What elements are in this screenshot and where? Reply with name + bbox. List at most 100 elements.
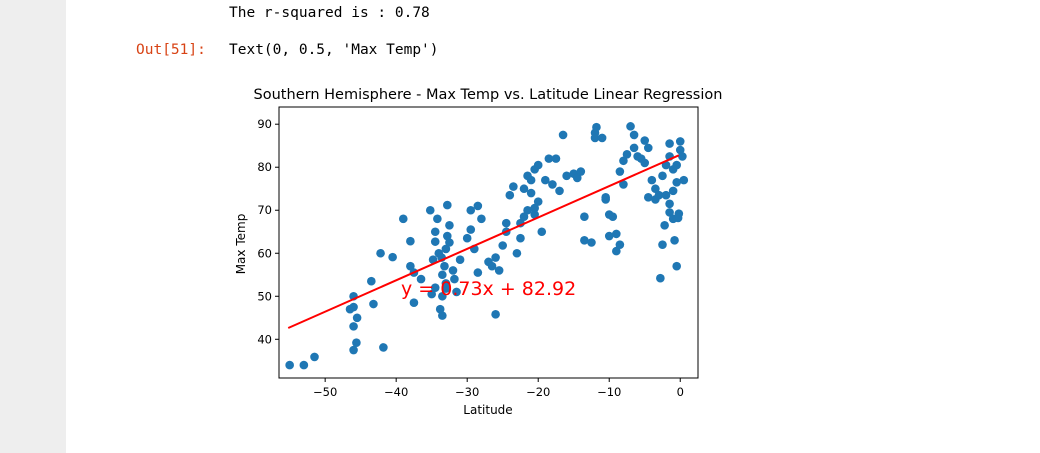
data-point — [352, 338, 361, 348]
data-point — [473, 201, 483, 211]
data-point — [477, 214, 486, 224]
data-point — [665, 208, 674, 217]
data-point — [612, 246, 621, 256]
data-point — [533, 160, 543, 170]
data-point — [379, 343, 388, 352]
chart-title: Southern Hemisphere - Max Temp vs. Latit… — [254, 87, 723, 103]
data-point — [430, 283, 440, 292]
data-point — [310, 352, 319, 362]
data-point — [466, 225, 476, 234]
data-point — [285, 360, 294, 370]
data-point — [445, 238, 454, 247]
data-point — [440, 261, 449, 271]
y-axis-label: Max Temp — [234, 214, 248, 275]
x-axis-label: Latitude — [463, 403, 512, 417]
data-point — [643, 143, 653, 153]
out-prompt: Out[51]: — [136, 42, 206, 58]
data-point — [466, 205, 476, 215]
data-point — [555, 186, 564, 196]
data-point — [491, 253, 500, 262]
data-point — [544, 154, 554, 163]
data-point — [427, 289, 436, 299]
y-axis: 40 50 60 70 80 90 — [257, 117, 279, 346]
data-point — [448, 266, 458, 275]
y-tick-label: 90 — [257, 117, 272, 131]
data-point — [430, 227, 440, 237]
data-point — [629, 143, 639, 153]
data-point — [665, 139, 674, 148]
data-point — [450, 274, 459, 284]
data-point — [428, 255, 438, 265]
out-text: Text(0, 0.5, 'Max Temp') — [229, 42, 439, 58]
data-point — [501, 218, 511, 228]
data-point — [352, 313, 362, 323]
data-point — [576, 167, 586, 176]
data-point — [661, 190, 671, 200]
data-point — [619, 156, 628, 166]
data-point — [548, 180, 557, 189]
data-point — [452, 287, 461, 297]
data-point — [592, 122, 601, 132]
y-tick-label: 50 — [257, 289, 272, 303]
data-point — [678, 152, 687, 161]
data-point — [572, 173, 582, 183]
data-point — [647, 175, 657, 185]
data-point — [376, 248, 385, 258]
data-point — [438, 291, 447, 301]
data-point — [406, 236, 415, 246]
regression-line — [287, 154, 680, 329]
data-point — [580, 212, 589, 221]
data-point — [519, 184, 529, 194]
data-point — [438, 311, 447, 320]
data-point — [665, 199, 674, 209]
data-point — [612, 229, 621, 239]
data-point — [509, 182, 518, 191]
data-point — [406, 261, 415, 271]
data-point — [487, 261, 497, 271]
y-tick-label: 40 — [257, 332, 272, 346]
data-point — [398, 214, 408, 224]
data-point — [435, 304, 445, 314]
data-point — [597, 133, 607, 143]
data-point — [654, 190, 664, 200]
data-point — [622, 150, 632, 159]
data-point — [673, 213, 683, 223]
data-point — [672, 177, 681, 187]
data-point — [643, 193, 653, 202]
data-point — [443, 231, 452, 241]
regression-line-group — [287, 154, 680, 329]
data-point — [640, 158, 650, 168]
data-point — [299, 360, 309, 370]
y-tick-label: 60 — [257, 246, 272, 260]
data-point — [537, 227, 547, 237]
data-point — [438, 270, 447, 280]
data-point — [551, 154, 561, 163]
data-point — [505, 190, 515, 200]
data-point — [473, 268, 483, 277]
data-point — [562, 171, 571, 181]
data-point — [651, 184, 660, 194]
data-point — [388, 252, 397, 262]
data-point — [675, 137, 685, 146]
y-tick-label: 70 — [257, 203, 272, 217]
x-tick-label: −50 — [313, 385, 337, 399]
data-point — [601, 193, 610, 202]
data-points — [285, 122, 689, 370]
data-point — [672, 261, 681, 271]
x-tick-label: 0 — [677, 385, 684, 399]
x-axis: −50 −40 −30 −20 −10 0 — [313, 378, 684, 399]
data-point — [433, 214, 442, 224]
data-point — [541, 175, 550, 185]
data-point — [658, 171, 667, 181]
data-point — [512, 248, 522, 258]
data-point — [523, 205, 532, 215]
data-point — [409, 298, 419, 308]
data-point — [430, 237, 440, 246]
data-point — [619, 180, 628, 189]
data-point — [558, 130, 568, 140]
x-tick-label: −20 — [526, 385, 550, 399]
data-point — [608, 212, 618, 221]
data-point — [675, 145, 685, 155]
x-tick-label: −40 — [384, 385, 408, 399]
